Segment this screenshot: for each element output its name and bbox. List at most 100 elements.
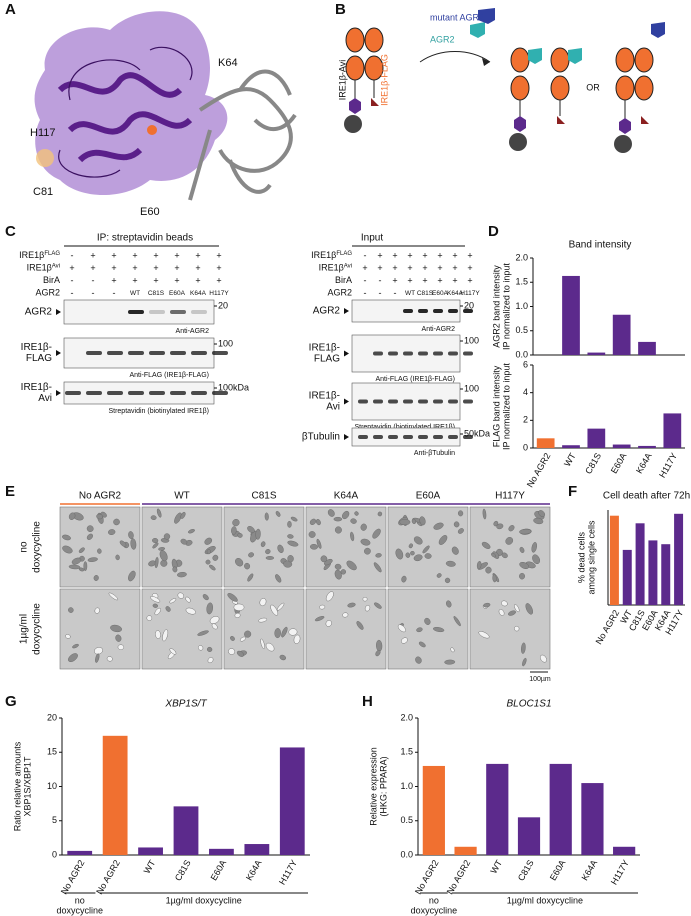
row-label-main: BirA [335, 275, 352, 285]
cell [498, 609, 505, 616]
y-axis-label: IP normalized to input [501, 263, 511, 350]
bar [648, 540, 658, 605]
x-tick-label: No AGR2 [445, 858, 473, 896]
cell [362, 597, 368, 602]
residue-label: H117 [30, 127, 55, 139]
cell [433, 522, 444, 530]
cell: + [153, 263, 158, 273]
caption: Anti-FLAG (IRE1β-FLAG) [130, 372, 210, 379]
cell [206, 602, 214, 615]
caption: Streptavidin (biotinylated IRE1β) [108, 408, 209, 415]
band [388, 351, 398, 356]
band [418, 351, 428, 356]
band [463, 351, 473, 356]
cell [418, 641, 426, 648]
cell: + [437, 263, 442, 273]
cell [68, 512, 76, 520]
cell [234, 612, 241, 618]
cell [314, 616, 325, 622]
cell [496, 523, 504, 530]
cell [152, 603, 158, 608]
bar [622, 549, 632, 605]
cell [540, 654, 547, 663]
residue-label: K64 [218, 57, 238, 69]
cell: + [362, 263, 367, 273]
cell [258, 617, 268, 623]
chart-title: BLOC1S1 [506, 699, 551, 710]
band [448, 351, 458, 356]
cell [113, 518, 120, 526]
cell [424, 617, 431, 625]
cell [478, 631, 490, 639]
blot-label: FLAG [314, 354, 340, 365]
cell [174, 512, 182, 524]
cell [110, 624, 123, 633]
marker: 20 [218, 300, 228, 310]
marker: 100 [464, 383, 479, 393]
cell [152, 542, 159, 549]
bar [674, 513, 684, 605]
band [403, 351, 413, 356]
cell [115, 634, 122, 642]
y-axis-label: Ratio relative amounts [12, 741, 22, 831]
cell [450, 647, 455, 653]
band [86, 391, 102, 395]
band [191, 351, 207, 355]
y-tick-label: 0.0 [400, 849, 413, 859]
caption: Anti-FLAG (IRE1β-FLAG) [376, 376, 456, 383]
cell: + [90, 263, 95, 273]
cell: + [407, 275, 412, 285]
y-axis-label: (HKG: PPARA) [378, 756, 388, 816]
cell [483, 602, 491, 608]
cell: - [71, 275, 74, 285]
cell [287, 534, 294, 539]
cell [360, 538, 371, 546]
cell [162, 629, 169, 642]
cell [508, 525, 515, 532]
cell [293, 634, 301, 644]
cell [342, 612, 349, 618]
schematic [344, 8, 665, 153]
cell [152, 538, 159, 544]
bar [536, 438, 555, 448]
panel-label: C [5, 223, 16, 240]
bar [638, 341, 656, 355]
x-tick-label: K64A [634, 451, 654, 475]
cell: H117Y [460, 290, 480, 297]
cell: - [379, 275, 382, 285]
label: mutant AGR2 [430, 12, 484, 22]
cell [233, 603, 245, 611]
cell [270, 604, 279, 616]
bar [279, 747, 305, 855]
x-tick-label: WT [142, 858, 158, 876]
cell [522, 657, 527, 667]
cell [350, 518, 357, 524]
caption: Anti-βTubulin [414, 450, 455, 457]
band [170, 310, 186, 314]
panel-label: A [5, 1, 16, 18]
blot-label: AGR2 [25, 307, 53, 318]
y-axis-label: Relative expression [368, 747, 378, 826]
chart-title: XBP1S/T [164, 699, 207, 710]
cell: + [216, 263, 221, 273]
bar [562, 445, 580, 448]
band [212, 391, 228, 395]
cell [319, 604, 326, 610]
cell: + [216, 250, 221, 260]
cell [508, 610, 516, 616]
row-label-main: BirA [43, 275, 60, 285]
cell: - [92, 275, 95, 285]
band [433, 399, 443, 404]
cell [231, 526, 237, 535]
arrow [56, 390, 61, 396]
cell [410, 551, 415, 556]
c81-site [36, 149, 54, 167]
row-label: IRE1βFLAG [19, 250, 60, 260]
cell [525, 603, 533, 615]
cell [482, 508, 487, 520]
cell [413, 554, 423, 562]
band [128, 351, 144, 355]
cell [260, 638, 265, 650]
cell [281, 626, 288, 638]
partner-structure [188, 69, 297, 201]
